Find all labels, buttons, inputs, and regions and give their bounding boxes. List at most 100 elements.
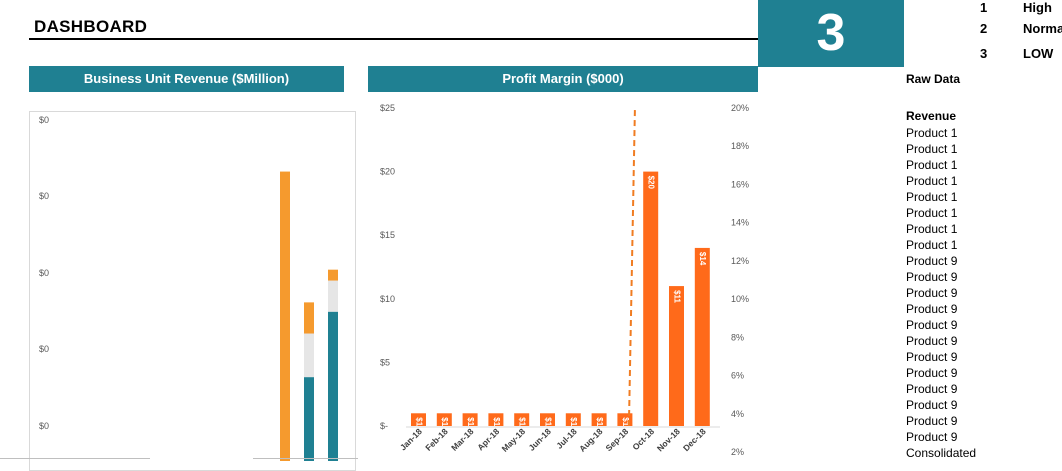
raw-data-item: Product 9 [906, 350, 958, 364]
bar-data-label: $11 [672, 290, 681, 303]
raw-data-item: Product 9 [906, 430, 958, 444]
raw-data-item: Product 9 [906, 366, 958, 380]
bar-data-label: $1 [518, 417, 527, 426]
bar-data-label: $1 [440, 417, 449, 426]
y2-tick-label: 6% [731, 371, 744, 381]
priority-num-2: 2 [980, 21, 988, 36]
y2-tick-label: 14% [731, 218, 749, 228]
profit-margin-header: Profit Margin ($000) [368, 66, 758, 92]
bar-segment [328, 280, 338, 312]
bar [591, 413, 607, 426]
x-tick-label: Aug-18 [577, 426, 605, 454]
raw-data-item: Product 1 [906, 222, 958, 236]
x-tick-label: Apr-18 [475, 426, 501, 452]
bar [411, 413, 426, 426]
raw-data-item: Product 9 [906, 286, 958, 300]
y-tick-label: $5 [380, 357, 390, 367]
bar [540, 413, 555, 426]
x-tick-label: Feb-18 [423, 426, 450, 453]
y2-tick-label: 10% [731, 294, 749, 304]
priority-label-2: Normal [1023, 21, 1062, 36]
raw-data-item: Product 9 [906, 334, 958, 348]
page-title: DASHBOARD [34, 17, 148, 36]
y-tick-label: $25 [380, 103, 395, 113]
y-tick-label: $20 [380, 167, 395, 177]
raw-data-item: Product 9 [906, 270, 958, 284]
bar-data-label: $1 [414, 417, 423, 426]
raw-data-item: Product 1 [906, 158, 958, 172]
x-tick-label: Dec-18 [681, 426, 708, 453]
y2-tick-label: 16% [731, 179, 749, 189]
y2-tick-label: 2% [731, 447, 744, 457]
raw-data-item: Product 9 [906, 302, 958, 316]
raw-data-item: Product 1 [906, 126, 958, 140]
x-tick-label: Jul-18 [554, 426, 579, 451]
bar-segment [328, 269, 338, 281]
business-unit-revenue-header: Business Unit Revenue ($Million) [29, 66, 344, 92]
selected-value-box[interactable]: 3 [758, 0, 904, 67]
bar-segment [304, 377, 314, 461]
sheet-gridline [253, 458, 358, 459]
y-tick-label: $0 [39, 421, 49, 431]
y-tick-label: $0 [39, 344, 49, 354]
raw-data-item: Product 9 [906, 318, 958, 332]
bar [488, 413, 504, 426]
raw-data-item: Product 9 [906, 254, 958, 268]
raw-data-item: Product 1 [906, 206, 958, 220]
raw-data-item: Product 1 [906, 190, 958, 204]
bar [565, 413, 581, 426]
y2-tick-label: 4% [731, 409, 744, 419]
priority-num-1: 1 [980, 0, 988, 15]
y-tick-label: $10 [380, 294, 395, 304]
bar-segment [304, 302, 314, 334]
business-unit-revenue-chart: $0 $0 $0 $0 $0 [39, 115, 338, 461]
title-divider [29, 38, 758, 40]
sheet-gridline [0, 458, 150, 459]
raw-data-item: Product 9 [906, 414, 958, 428]
raw-data-item: Product 9 [906, 382, 958, 396]
x-tick-label: Jan-18 [398, 426, 424, 452]
priority-label-1: High [1023, 0, 1052, 15]
y2-tick-label: 18% [731, 141, 749, 151]
x-tick-label: May-18 [500, 426, 528, 454]
bar-segment [280, 171, 290, 461]
bar-data-label: $14 [698, 252, 707, 266]
raw-data-item: Product 1 [906, 142, 958, 156]
x-tick-label: Nov-18 [655, 426, 682, 453]
y2-tick-label: 8% [731, 332, 744, 342]
x-tick-label: Jun-18 [526, 426, 553, 453]
bar [436, 413, 452, 426]
bar-data-label: $1 [595, 417, 604, 426]
y2-tick-label: 12% [731, 256, 749, 266]
y-tick-label: $0 [39, 115, 49, 125]
bar [694, 247, 710, 426]
bar-data-label: $1 [621, 417, 630, 426]
x-tick-label: Oct-18 [630, 426, 656, 452]
bar [669, 286, 684, 426]
y2-tick-label: 20% [731, 103, 749, 113]
bar [514, 413, 530, 426]
y-tick-label: $15 [380, 230, 395, 240]
revenue-label: Revenue [906, 109, 957, 123]
y-tick-label: $0 [39, 191, 49, 201]
bar-data-label: $1 [543, 417, 552, 426]
bar-data-label: $1 [492, 417, 501, 426]
raw-data-title: Raw Data [906, 72, 961, 86]
raw-data-item: Product 1 [906, 238, 958, 252]
bar-data-label: $1 [569, 417, 578, 426]
bar [462, 413, 478, 426]
x-tick-label: Mar-18 [449, 426, 476, 453]
y-tick-label: $0 [39, 268, 49, 278]
bar-data-label: $1 [466, 417, 475, 426]
priority-label-3: LOW [1023, 46, 1054, 61]
raw-data-item: Product 1 [906, 174, 958, 188]
marker-dashed-line [627, 109, 636, 427]
y-tick-label: $- [380, 421, 388, 431]
priority-num-3: 3 [980, 46, 988, 61]
bar-segment [304, 333, 314, 378]
bar [643, 171, 659, 426]
bar-segment [328, 311, 338, 461]
bar-data-label: $20 [647, 176, 656, 190]
raw-data-item: Consolidated [906, 446, 977, 460]
x-tick-label: Sep-18 [604, 426, 631, 453]
